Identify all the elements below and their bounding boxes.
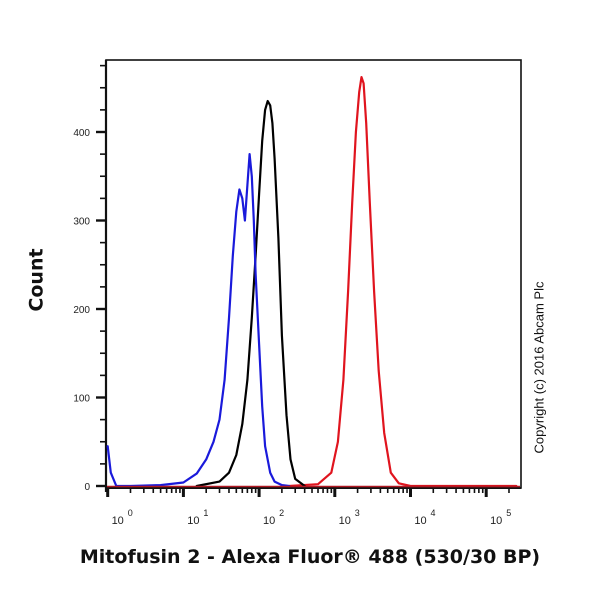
svg-text:10: 10 <box>490 515 502 527</box>
y-tick-label: 400 <box>73 128 90 139</box>
series-layer <box>106 76 520 488</box>
y-axis-title-text: Count <box>26 248 49 312</box>
plot-area-border <box>105 59 522 489</box>
svg-text:3: 3 <box>355 508 360 518</box>
svg-text:0: 0 <box>128 508 133 518</box>
x-axis-title: Mitofusin 2 - Alexa Fluor® 488 (530/30 B… <box>79 546 541 568</box>
y-tick-label: 200 <box>73 305 90 316</box>
x-tick-label: 10 4 <box>414 508 435 527</box>
y-tick-label: 300 <box>73 217 90 228</box>
svg-text:5: 5 <box>506 508 511 518</box>
svg-text:2: 2 <box>279 508 284 518</box>
svg-text:10: 10 <box>112 515 124 527</box>
x-tick-label: 10 3 <box>339 508 360 527</box>
svg-text:10: 10 <box>187 515 199 527</box>
y-tick-label: 0 <box>84 482 90 493</box>
histogram-red-mitofusin2 <box>288 76 518 488</box>
x-tick-label: 10 1 <box>187 508 208 527</box>
svg-text:1: 1 <box>203 508 208 518</box>
svg-text:10: 10 <box>263 515 275 527</box>
y-axis: 0 100 200 300 400 <box>73 60 108 493</box>
copyright-notice: Copyright (c) 2016 Abcam Plc <box>528 240 550 495</box>
x-tick-label: 10 0 <box>112 508 133 527</box>
y-axis-title: Count <box>12 230 62 330</box>
x-axis: 10 0 10 1 10 2 10 3 10 4 10 5 <box>106 487 521 527</box>
svg-text:10: 10 <box>339 515 351 527</box>
x-tick-label: 10 2 <box>263 508 284 527</box>
plot-frame <box>105 59 522 489</box>
copyright-text: Copyright (c) 2016 Abcam Plc <box>531 281 547 454</box>
svg-text:4: 4 <box>431 508 436 518</box>
histogram-blue-unlabelled <box>106 153 291 488</box>
y-tick-label: 100 <box>73 394 90 405</box>
x-tick-label: 10 5 <box>490 508 511 527</box>
svg-text:10: 10 <box>414 515 426 527</box>
histogram-black-isotype <box>195 99 306 488</box>
